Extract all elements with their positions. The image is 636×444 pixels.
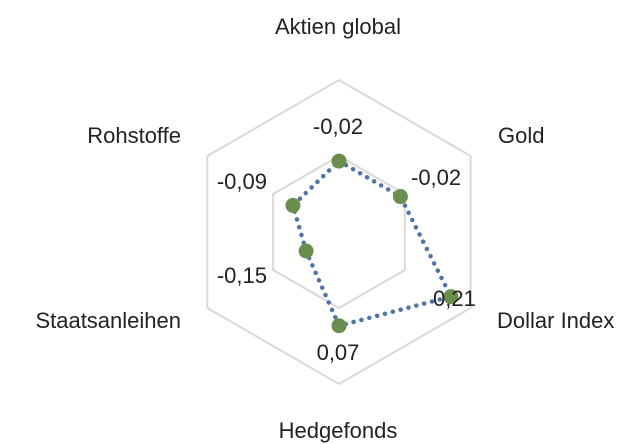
category-label: Hedgefonds <box>279 418 398 443</box>
data-point-1 <box>392 189 408 205</box>
data-point-0 <box>331 153 347 169</box>
data-label: -0,09 <box>217 169 267 194</box>
data-label: -0,02 <box>411 165 461 190</box>
data-point-3 <box>331 318 347 334</box>
data-point-2 <box>443 289 459 305</box>
category-label: Staatsanleihen <box>35 308 181 333</box>
category-label: Aktien global <box>275 14 401 39</box>
grid-ring-2 <box>206 78 472 386</box>
category-label: Rohstoffe <box>87 123 181 148</box>
data-label: 0,21 <box>433 286 476 311</box>
category-label: Dollar Index <box>497 308 614 333</box>
radar-markers <box>285 153 459 334</box>
data-point-5 <box>285 197 301 213</box>
data-point-4 <box>298 243 314 259</box>
category-label: Gold <box>498 123 544 148</box>
data-label: -0,15 <box>217 263 267 288</box>
data-label: -0,02 <box>313 114 363 139</box>
radar-labels: Aktien global Gold Dollar Index Hedgefonds S… <box>35 14 614 443</box>
grid-ring-1 <box>272 154 406 310</box>
data-label: 0,07 <box>317 340 360 365</box>
